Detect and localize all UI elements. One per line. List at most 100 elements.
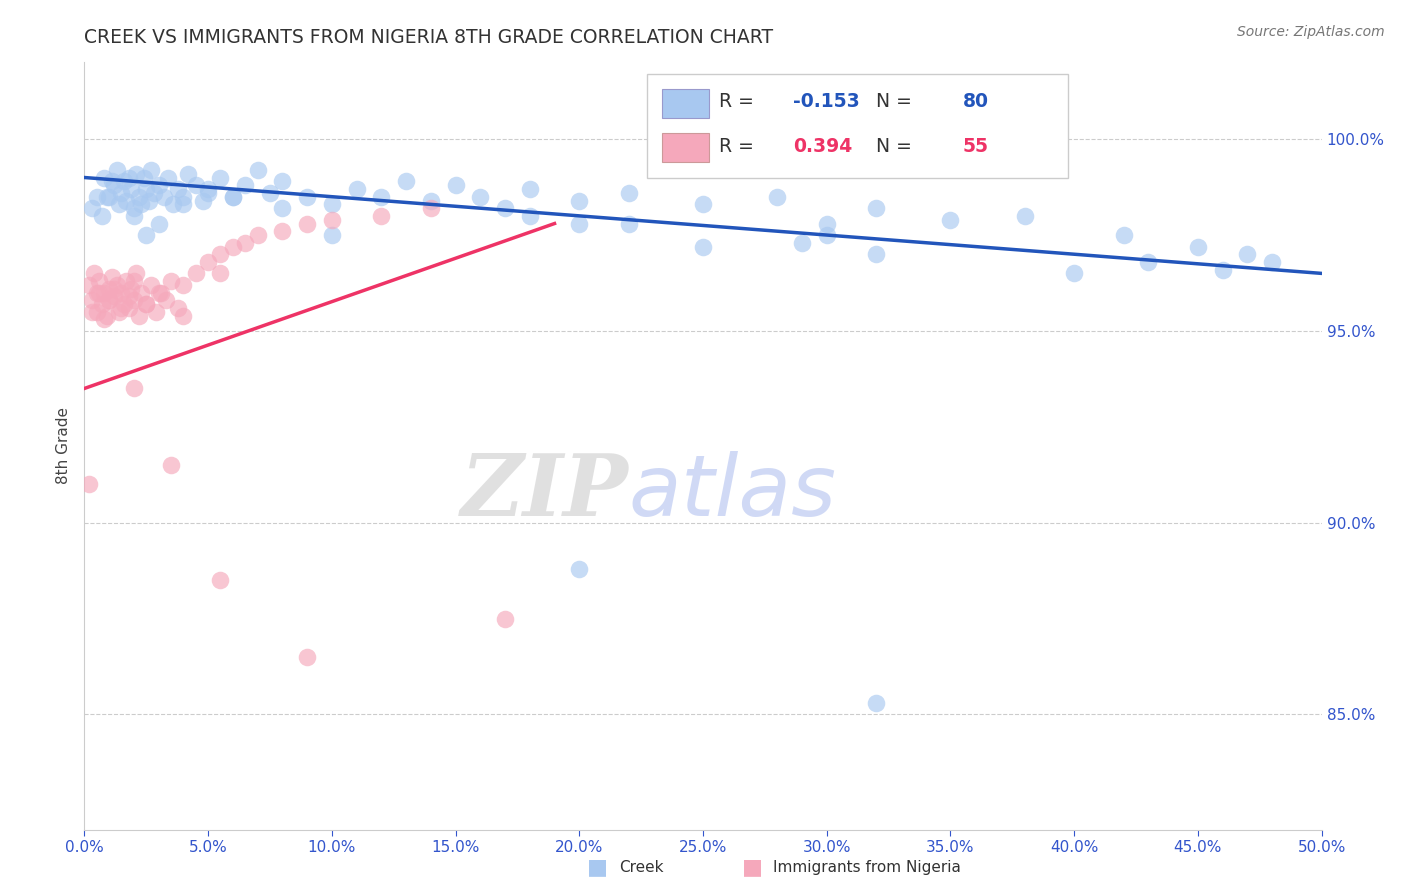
Text: N =: N = [863, 92, 918, 112]
Point [120, 282, 142, 296]
Point [135, 297, 157, 311]
Point [155, 293, 177, 308]
Point [110, 186, 132, 200]
Point [80, 201, 103, 215]
Point [160, 274, 183, 288]
Point [815, 227, 838, 242]
Point [135, 227, 157, 242]
Text: N =: N = [863, 136, 918, 155]
Point [129, 285, 152, 300]
Text: Source: ZipAtlas.com: Source: ZipAtlas.com [1237, 25, 1385, 39]
Point [115, 274, 138, 288]
Point [209, 267, 232, 281]
Point [568, 562, 591, 576]
Y-axis label: 8th Grade: 8th Grade [56, 408, 72, 484]
Point [939, 212, 962, 227]
Point [815, 217, 838, 231]
Point [568, 194, 591, 208]
Point [100, 270, 122, 285]
Point [86, 285, 108, 300]
Point [494, 612, 516, 626]
Point [90, 297, 112, 311]
Point [83, 267, 105, 281]
Point [98, 293, 121, 308]
Point [98, 190, 121, 204]
Point [172, 277, 194, 292]
Point [346, 182, 368, 196]
Point [321, 227, 343, 242]
Point [105, 162, 128, 177]
Point [1112, 227, 1135, 242]
Point [162, 197, 184, 211]
Point [519, 209, 541, 223]
Point [766, 190, 789, 204]
Text: -0.153: -0.153 [793, 92, 860, 112]
Point [157, 170, 180, 185]
Point [108, 197, 131, 211]
Point [112, 297, 135, 311]
Point [470, 190, 492, 204]
Point [197, 182, 219, 196]
Point [135, 182, 157, 196]
Text: ■: ■ [742, 857, 762, 877]
Point [172, 190, 194, 204]
Point [89, 274, 111, 288]
Text: R =: R = [718, 136, 761, 155]
Point [145, 304, 167, 318]
Text: Immigrants from Nigeria: Immigrants from Nigeria [773, 860, 962, 874]
Point [86, 304, 108, 318]
Point [122, 274, 145, 288]
Point [222, 190, 245, 204]
Point [98, 293, 121, 308]
Point [865, 696, 887, 710]
Point [568, 217, 591, 231]
Point [370, 190, 392, 204]
Text: 0.394: 0.394 [793, 136, 852, 155]
Point [79, 277, 101, 292]
Point [222, 190, 245, 204]
Point [197, 255, 219, 269]
Point [209, 574, 232, 588]
Point [172, 197, 194, 211]
Point [692, 197, 714, 211]
Point [125, 167, 148, 181]
Point [1137, 255, 1160, 269]
Point [177, 167, 200, 181]
Point [295, 190, 318, 204]
Point [108, 304, 131, 318]
Point [395, 174, 418, 188]
Point [295, 650, 318, 665]
Point [1187, 239, 1209, 253]
Text: ■: ■ [588, 857, 607, 877]
Point [152, 190, 174, 204]
Point [865, 247, 887, 261]
Point [419, 201, 441, 215]
Point [167, 301, 190, 315]
Text: 55: 55 [963, 136, 988, 155]
Point [271, 201, 294, 215]
Point [118, 170, 141, 185]
FancyBboxPatch shape [662, 133, 709, 162]
Point [103, 178, 125, 193]
Point [103, 289, 125, 303]
Point [259, 186, 281, 200]
Point [80, 293, 103, 308]
Point [1063, 267, 1085, 281]
Point [80, 304, 103, 318]
Point [135, 297, 157, 311]
Point [122, 209, 145, 223]
Point [172, 309, 194, 323]
Point [233, 235, 256, 250]
Point [246, 227, 269, 242]
Point [209, 247, 232, 261]
Point [112, 174, 135, 188]
Point [118, 301, 141, 315]
Point [122, 381, 145, 395]
Point [1236, 247, 1258, 261]
Point [142, 186, 165, 200]
Point [118, 289, 141, 303]
Point [519, 182, 541, 196]
Point [1261, 255, 1284, 269]
Point [617, 217, 640, 231]
FancyBboxPatch shape [647, 74, 1069, 178]
